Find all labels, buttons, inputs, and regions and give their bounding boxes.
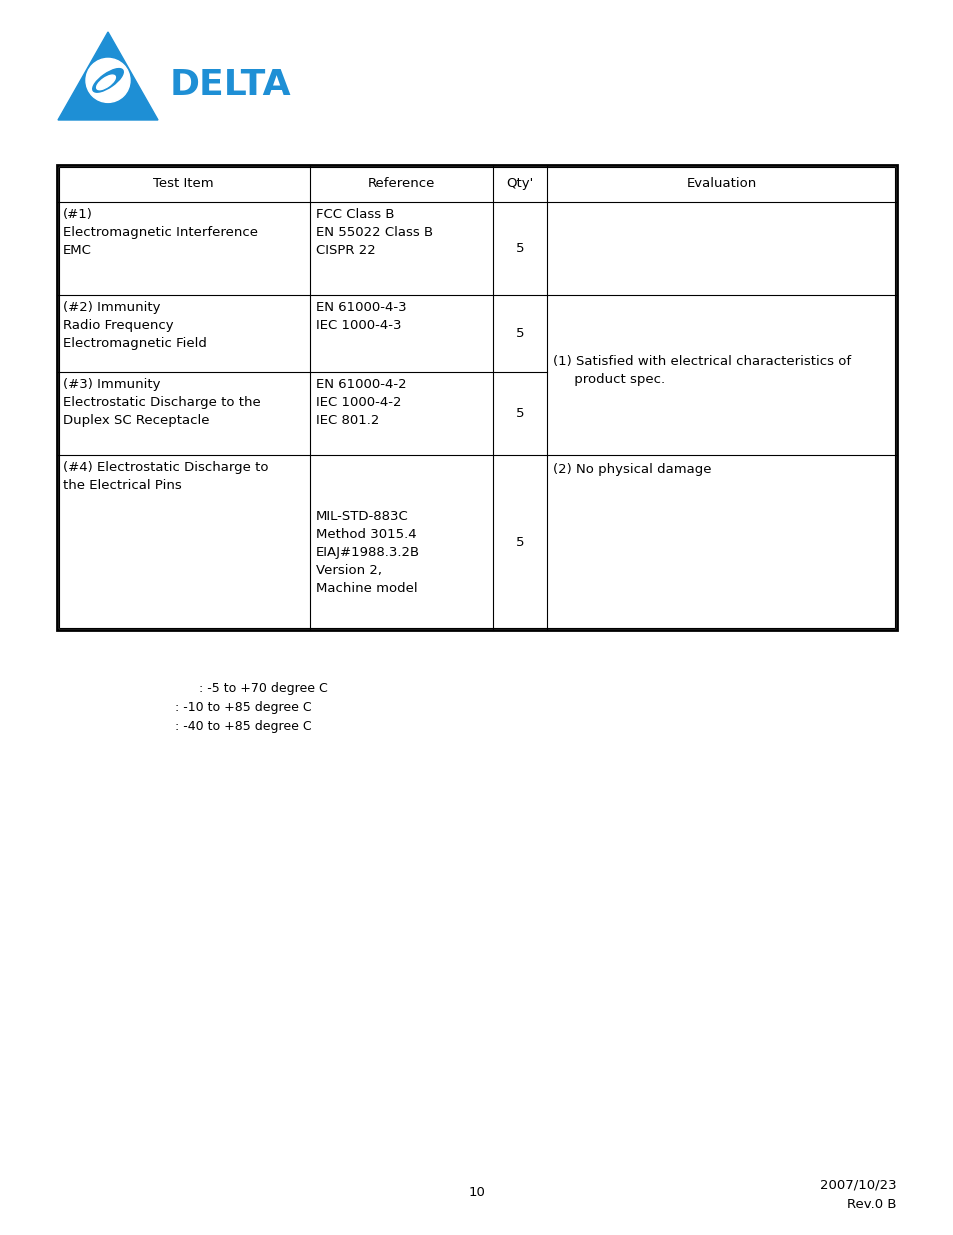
Text: EN 61000-4-2
IEC 1000-4-2
IEC 801.2: EN 61000-4-2 IEC 1000-4-2 IEC 801.2 — [315, 378, 406, 427]
Text: FCC Class B
EN 55022 Class B
CISPR 22: FCC Class B EN 55022 Class B CISPR 22 — [315, 207, 433, 257]
Bar — [57, 165, 896, 630]
Text: Rev.0 B: Rev.0 B — [846, 1198, 896, 1212]
Text: : -40 to +85 degree C: : -40 to +85 degree C — [174, 720, 312, 734]
Text: EN 61000-4-3
IEC 1000-4-3: EN 61000-4-3 IEC 1000-4-3 — [315, 301, 406, 332]
Text: : -5 to +70 degree C: : -5 to +70 degree C — [174, 682, 328, 695]
Text: (2) No physical damage: (2) No physical damage — [553, 463, 711, 475]
Text: (#4) Electrostatic Discharge to
the Electrical Pins: (#4) Electrostatic Discharge to the Elec… — [63, 461, 268, 492]
Ellipse shape — [92, 69, 123, 93]
Text: (#2) Immunity
Radio Frequency
Electromagnetic Field: (#2) Immunity Radio Frequency Electromag… — [63, 301, 207, 350]
Text: MIL-STD-883C
Method 3015.4
EIAJ#1988.3.2B
Version 2,
Machine model: MIL-STD-883C Method 3015.4 EIAJ#1988.3.2… — [315, 510, 419, 595]
Circle shape — [86, 58, 130, 103]
Text: (#3) Immunity
Electrostatic Discharge to the
Duplex SC Receptacle: (#3) Immunity Electrostatic Discharge to… — [63, 378, 260, 427]
Text: 5: 5 — [516, 242, 524, 254]
Text: Test Item: Test Item — [153, 177, 213, 190]
Text: 2007/10/23: 2007/10/23 — [820, 1178, 896, 1192]
Text: (1) Satisfied with electrical characteristics of
     product spec.: (1) Satisfied with electrical characteri… — [553, 354, 850, 385]
Text: 5: 5 — [516, 408, 524, 420]
Text: 10: 10 — [468, 1186, 485, 1198]
Text: Evaluation: Evaluation — [686, 177, 757, 190]
Text: Reference: Reference — [368, 177, 435, 190]
Text: 5: 5 — [516, 536, 524, 550]
Text: : -10 to +85 degree C: : -10 to +85 degree C — [174, 701, 312, 714]
Ellipse shape — [96, 75, 115, 90]
Text: DELTA: DELTA — [170, 68, 292, 101]
Text: Qty': Qty' — [506, 177, 533, 190]
Text: 5: 5 — [516, 327, 524, 340]
Bar — [59, 167, 894, 629]
Text: (#1)
Electromagnetic Interference
EMC: (#1) Electromagnetic Interference EMC — [63, 207, 257, 257]
Polygon shape — [58, 32, 158, 120]
